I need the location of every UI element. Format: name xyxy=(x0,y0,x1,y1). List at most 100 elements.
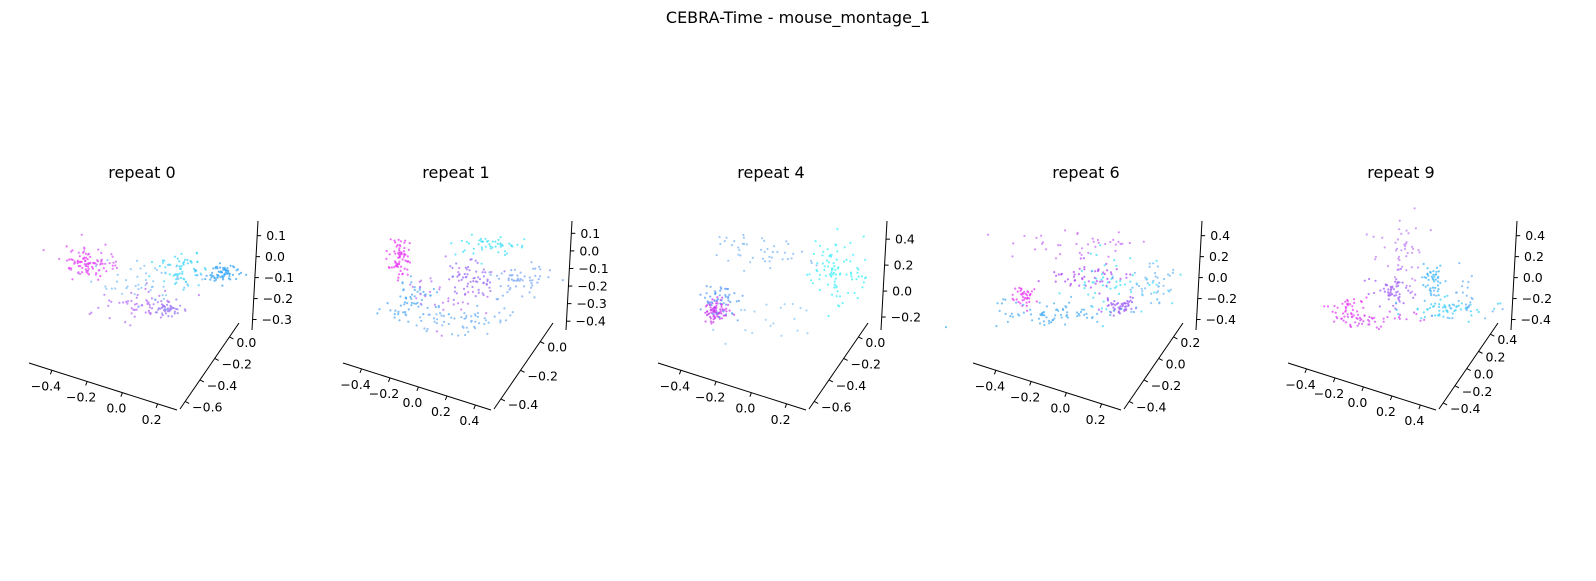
scatter-point xyxy=(115,266,118,270)
scatter-point xyxy=(469,280,472,283)
scatter-point xyxy=(1142,240,1145,243)
scatter-point xyxy=(1374,279,1377,282)
scatter-point xyxy=(818,273,822,276)
scatter-point xyxy=(1394,241,1397,244)
scatter-point xyxy=(483,317,486,320)
scatter-point xyxy=(473,313,476,316)
x-tick-label: 0.2 xyxy=(142,412,162,427)
scatter-point xyxy=(1026,309,1029,312)
y-tick-label: −0.6 xyxy=(192,399,222,414)
scatter-point xyxy=(704,320,707,323)
scatter-point xyxy=(477,288,480,291)
x-tick-label: −0.2 xyxy=(1314,386,1344,401)
scatter-point xyxy=(1365,233,1368,236)
x-tick xyxy=(444,395,448,401)
scatter-point xyxy=(201,278,204,281)
scatter-point xyxy=(401,281,404,284)
scatter-point xyxy=(155,268,158,272)
scatter-point xyxy=(393,313,396,316)
scatter-point xyxy=(1416,266,1420,269)
scatter-point xyxy=(1130,301,1134,304)
scatter-point xyxy=(137,305,140,308)
y-tick-label: −0.4 xyxy=(207,378,237,393)
scatter-point xyxy=(1416,307,1419,310)
scatter-point xyxy=(1016,290,1019,293)
scatter-point xyxy=(129,324,132,327)
scatter-point xyxy=(450,316,453,319)
scatter-point xyxy=(451,266,454,270)
scatter-point xyxy=(150,260,154,264)
scatter-point xyxy=(1109,271,1113,274)
scatter-point xyxy=(1078,284,1081,287)
scatter-point xyxy=(1442,315,1445,318)
scatter-point xyxy=(97,278,100,281)
scatter-point xyxy=(186,283,189,286)
scatter-point xyxy=(720,287,723,290)
scatter-point xyxy=(388,253,391,256)
scatter-point xyxy=(130,312,133,315)
scatter-point xyxy=(699,293,702,296)
scatter-point xyxy=(1012,242,1015,245)
scatter-point xyxy=(1446,316,1449,319)
scatter-point xyxy=(229,278,232,281)
scatter-point xyxy=(1432,305,1435,308)
scatter-point xyxy=(1383,246,1386,249)
scatter-point xyxy=(1346,315,1349,318)
scatter-point xyxy=(1430,314,1434,317)
scatter-point xyxy=(484,237,487,240)
panel-title: repeat 9 xyxy=(1367,163,1435,182)
scatter-point xyxy=(519,271,522,274)
scatter-point xyxy=(480,240,483,243)
scatter-point xyxy=(457,279,460,282)
scatter-point xyxy=(825,259,829,262)
scatter-point xyxy=(442,308,445,311)
scatter-point xyxy=(1156,290,1160,293)
scatter-point xyxy=(1080,253,1083,256)
scatter-point xyxy=(164,266,167,269)
scatter-point xyxy=(1043,323,1046,327)
scatter-point xyxy=(708,303,711,307)
scatter-point xyxy=(87,267,90,270)
scatter-point xyxy=(1064,323,1067,326)
scatter-point xyxy=(1455,291,1458,294)
scatter-point xyxy=(742,233,745,237)
scatter-point xyxy=(1352,314,1355,317)
scatter-point xyxy=(856,297,859,300)
scatter-point xyxy=(165,308,168,311)
scatter-point xyxy=(810,259,813,262)
scatter-point xyxy=(1423,276,1426,279)
x-axis-line xyxy=(1287,362,1437,411)
scatter-point xyxy=(1476,308,1479,311)
scatter-point xyxy=(1114,249,1117,252)
scatter-point xyxy=(1131,296,1134,299)
scatter-point xyxy=(1341,312,1345,315)
scatter-point xyxy=(722,302,725,305)
scatter-point xyxy=(460,308,463,311)
z-tick-label: 0.1 xyxy=(580,226,600,241)
scatter-point xyxy=(449,265,452,268)
scatter-point xyxy=(442,314,445,318)
scatter-point xyxy=(742,236,745,239)
scatter-point xyxy=(1444,280,1447,283)
scatter-point xyxy=(714,306,717,310)
scatter-point xyxy=(1499,302,1502,305)
scatter-point xyxy=(1113,308,1116,311)
scatter-point xyxy=(140,304,143,307)
scatter-point xyxy=(432,317,436,320)
scatter-point xyxy=(769,267,772,270)
scatter-point xyxy=(180,252,183,255)
scatter-point xyxy=(1033,288,1036,291)
scatter-point xyxy=(728,309,731,312)
scatter-point xyxy=(394,309,397,312)
scatter-point xyxy=(864,276,867,279)
scatter-point xyxy=(537,278,540,281)
scatter-point xyxy=(827,261,830,264)
scatter-point xyxy=(706,300,709,303)
scatter-point xyxy=(710,322,713,325)
scatter-point xyxy=(1112,238,1115,241)
scatter-point xyxy=(1162,284,1165,287)
scatter-point xyxy=(855,278,858,281)
scatter-point xyxy=(514,285,518,288)
scatter-point xyxy=(77,251,80,254)
scatter-point xyxy=(724,313,728,316)
